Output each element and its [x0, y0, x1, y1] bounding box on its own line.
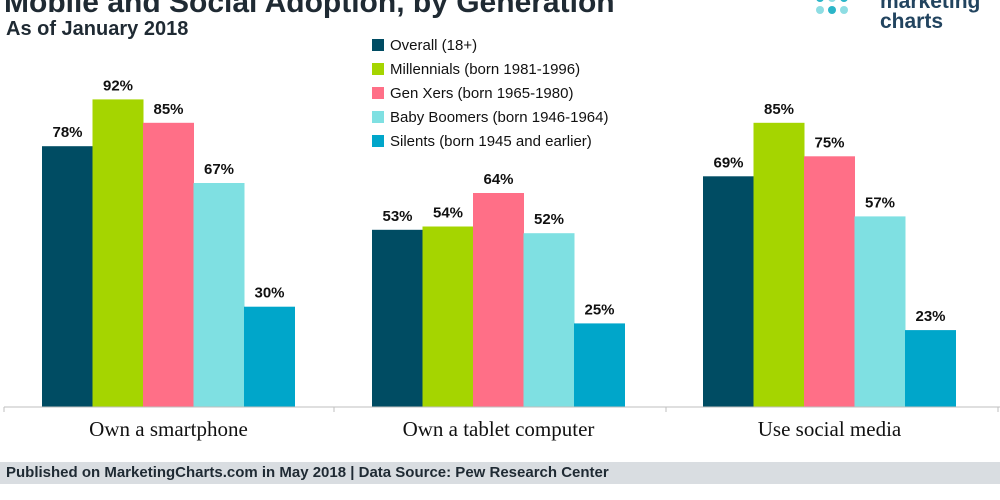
bar	[703, 176, 754, 407]
data-label: 78%	[52, 124, 82, 141]
logo-text-line1: marketing	[880, 0, 981, 13]
legend-swatch	[372, 63, 384, 75]
data-label: 52%	[534, 211, 564, 228]
legend-item-5: Silents (born 1945 and earlier)	[372, 129, 608, 153]
legend-label: Gen Xers (born 1965-1980)	[390, 84, 574, 102]
bar	[574, 323, 625, 407]
data-label: 23%	[915, 308, 945, 325]
bar	[854, 216, 906, 407]
bar	[92, 99, 144, 408]
legend-item-3: Gen Xers (born 1965-1980)	[372, 81, 608, 105]
footer-source-text: Published on MarketingCharts.com in May …	[6, 464, 609, 481]
footer-source-bar: Published on MarketingCharts.com in May …	[0, 462, 1000, 484]
bar	[473, 193, 524, 407]
logo-dot	[816, 6, 824, 14]
bar	[143, 122, 194, 408]
data-label: 69%	[713, 154, 743, 171]
bar-chart: 78% 92% 85% 67% 30% Own a smartphone 53% 54% 64%…	[3, 77, 1000, 441]
legend-item-1: Overall (18+)	[372, 33, 608, 57]
data-label: 85%	[153, 101, 183, 118]
data-label: 85%	[764, 101, 794, 118]
logo-dot	[840, 0, 848, 2]
logo-dot	[828, 6, 836, 14]
category-label: Own a tablet computer	[403, 417, 595, 441]
bar	[244, 306, 295, 407]
data-label: 64%	[483, 171, 513, 188]
data-label: 57%	[865, 194, 895, 211]
logo-dot	[840, 6, 848, 14]
data-label: 30%	[254, 285, 284, 302]
legend-swatch	[372, 111, 384, 123]
legend-swatch	[372, 39, 384, 51]
bar	[193, 183, 245, 407]
bar	[42, 146, 93, 407]
legend-label: Overall (18+)	[390, 36, 478, 54]
bar	[422, 226, 474, 407]
data-label: 92%	[103, 77, 133, 94]
legend-item-2: Millennials (born 1981-1996)	[372, 57, 608, 81]
data-label: 54%	[433, 205, 463, 222]
logo-dots-icon	[812, 0, 872, 34]
category-label: Use social media	[758, 417, 902, 441]
chart-legend: Overall (18+) Millennials (born 1981-1996…	[372, 33, 608, 153]
legend-item-4: Baby Boomers (born 1946-1964)	[372, 105, 608, 129]
data-label: 53%	[382, 208, 412, 225]
chart-title: Mobile and Social Adoption, by Generatio…	[4, 0, 615, 19]
bar	[753, 122, 805, 408]
bar	[804, 156, 855, 407]
data-label: 75%	[814, 134, 844, 151]
legend-swatch	[372, 135, 384, 147]
legend-label: Silents (born 1945 and earlier)	[390, 132, 592, 150]
logo-dot	[828, 0, 836, 2]
legend-label: Baby Boomers (born 1946-1964)	[390, 108, 609, 126]
data-label: 67%	[204, 161, 234, 178]
logo-text-line2: charts	[880, 10, 944, 33]
logo-dot	[816, 0, 824, 2]
bar	[905, 330, 956, 407]
category-label: Own a smartphone	[89, 417, 248, 441]
marketingcharts-logo[interactable]: marketing charts	[812, 0, 1000, 34]
legend-label: Millennials (born 1981-1996)	[390, 60, 581, 78]
data-label: 25%	[584, 301, 614, 318]
chart-subtitle: As of January 2018	[6, 18, 189, 40]
legend-swatch	[372, 87, 384, 99]
bar	[523, 233, 575, 407]
bar	[372, 229, 423, 407]
